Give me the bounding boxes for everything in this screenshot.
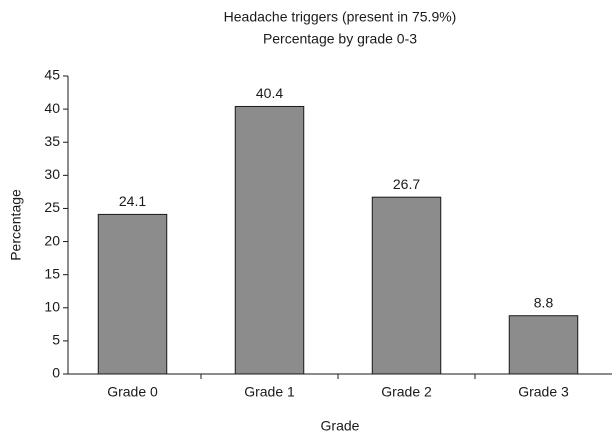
chart-title: Headache triggers (present in 75.9%) — [224, 9, 457, 25]
y-tick-label: 5 — [52, 332, 60, 348]
y-tick-label: 45 — [44, 67, 60, 83]
data-label: 24.1 — [119, 193, 146, 209]
x-tick-label: Grade 1 — [244, 384, 295, 400]
y-tick-label: 10 — [44, 298, 60, 314]
bar — [508, 315, 579, 375]
y-tick-label: 35 — [44, 133, 60, 149]
data-label: 26.7 — [393, 176, 420, 192]
bar — [97, 213, 168, 375]
y-axis-label: Percentage — [8, 189, 24, 261]
y-tick-label: 20 — [44, 232, 60, 248]
chart-subtitle: Percentage by grade 0-3 — [263, 31, 417, 47]
x-axis-label: Grade — [321, 418, 360, 434]
y-tick-label: 15 — [44, 265, 60, 281]
y-tick-label: 0 — [52, 365, 60, 381]
x-tick-label: Grade 3 — [518, 384, 569, 400]
y-tick-label: 25 — [44, 199, 60, 215]
x-tick-label: Grade 2 — [381, 384, 432, 400]
y-tick-label: 30 — [44, 166, 60, 182]
data-label: 8.8 — [534, 294, 554, 310]
y-tick-label: 40 — [44, 100, 60, 116]
data-label: 40.4 — [256, 85, 283, 101]
bar — [234, 105, 305, 375]
bar — [371, 196, 442, 375]
x-tick-label: Grade 0 — [107, 384, 158, 400]
